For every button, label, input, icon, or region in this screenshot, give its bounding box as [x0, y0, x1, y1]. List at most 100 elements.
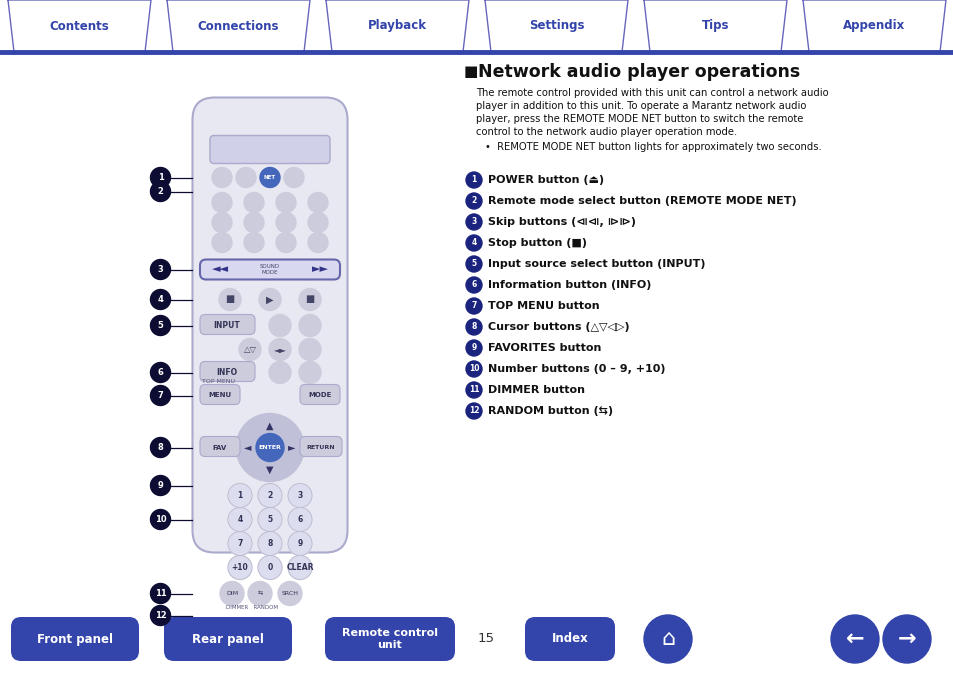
Circle shape	[284, 168, 304, 188]
Text: SRCH: SRCH	[281, 591, 298, 596]
Text: 4: 4	[471, 238, 476, 248]
Circle shape	[465, 256, 481, 272]
Circle shape	[269, 339, 291, 361]
Text: Remote mode select button (REMOTE MODE NET): Remote mode select button (REMOTE MODE N…	[488, 196, 796, 206]
Text: +10: +10	[232, 563, 248, 572]
Text: ▶: ▶	[266, 295, 274, 304]
Circle shape	[257, 507, 282, 532]
Circle shape	[275, 232, 295, 252]
Text: Contents: Contents	[50, 20, 110, 32]
Polygon shape	[484, 0, 627, 52]
Text: ◄: ◄	[244, 443, 252, 452]
Circle shape	[257, 555, 282, 579]
Circle shape	[257, 483, 282, 507]
Text: 6: 6	[297, 515, 302, 524]
Text: Front panel: Front panel	[37, 633, 112, 645]
FancyBboxPatch shape	[200, 361, 254, 382]
Text: 8: 8	[267, 539, 273, 548]
Circle shape	[288, 483, 312, 507]
Circle shape	[235, 413, 304, 481]
Text: FAVORITES button: FAVORITES button	[488, 343, 600, 353]
Circle shape	[465, 361, 481, 377]
Circle shape	[228, 555, 252, 579]
Circle shape	[212, 232, 232, 252]
Circle shape	[255, 433, 284, 462]
Circle shape	[465, 403, 481, 419]
Text: ▲: ▲	[266, 421, 274, 431]
FancyBboxPatch shape	[524, 617, 615, 661]
Text: Skip buttons (⧏⧏, ⧐⧐): Skip buttons (⧏⧏, ⧐⧐)	[488, 217, 636, 227]
Circle shape	[244, 213, 264, 232]
Circle shape	[151, 168, 171, 188]
Text: 8: 8	[471, 322, 476, 332]
Circle shape	[298, 339, 320, 361]
FancyBboxPatch shape	[11, 617, 139, 661]
Circle shape	[465, 214, 481, 230]
Circle shape	[151, 606, 171, 625]
Circle shape	[269, 361, 291, 384]
Text: 10: 10	[468, 365, 478, 374]
FancyBboxPatch shape	[325, 617, 455, 661]
Text: Information button (INFO): Information button (INFO)	[488, 280, 651, 290]
Circle shape	[288, 507, 312, 532]
Circle shape	[212, 213, 232, 232]
Text: 3: 3	[297, 491, 302, 500]
Text: 5: 5	[471, 260, 476, 269]
Text: 7: 7	[157, 391, 163, 400]
Text: 3: 3	[157, 265, 163, 274]
Text: ←: ←	[844, 629, 863, 649]
Text: NET: NET	[264, 175, 275, 180]
Text: INPUT: INPUT	[213, 321, 240, 330]
Polygon shape	[802, 0, 945, 52]
FancyBboxPatch shape	[200, 260, 339, 279]
Circle shape	[465, 193, 481, 209]
Circle shape	[151, 316, 171, 336]
Text: Cursor buttons (△▽◁▷): Cursor buttons (△▽◁▷)	[488, 322, 629, 332]
Text: DIM: DIM	[226, 591, 238, 596]
Circle shape	[465, 172, 481, 188]
Text: 0: 0	[267, 563, 273, 572]
Circle shape	[465, 277, 481, 293]
Circle shape	[151, 386, 171, 406]
Polygon shape	[167, 0, 310, 52]
Text: POWER button (⏏): POWER button (⏏)	[488, 175, 603, 185]
Text: 11: 11	[468, 386, 478, 394]
Text: ►: ►	[288, 443, 295, 452]
Polygon shape	[8, 0, 151, 52]
Circle shape	[228, 532, 252, 555]
Text: 9: 9	[297, 539, 302, 548]
Text: 6: 6	[157, 368, 163, 377]
Circle shape	[465, 319, 481, 335]
Text: ■: ■	[225, 295, 234, 304]
Circle shape	[260, 168, 280, 188]
Text: TOP MENU button: TOP MENU button	[488, 301, 599, 311]
Text: DIMMER   RANDOM: DIMMER RANDOM	[226, 605, 277, 610]
Circle shape	[298, 314, 320, 336]
Text: RETURN: RETURN	[306, 445, 335, 450]
FancyBboxPatch shape	[299, 384, 339, 404]
Circle shape	[244, 232, 264, 252]
Text: →: →	[897, 629, 915, 649]
Text: Appendix: Appendix	[842, 20, 904, 32]
Circle shape	[308, 232, 328, 252]
Circle shape	[288, 555, 312, 579]
Text: MENU: MENU	[208, 392, 232, 398]
Text: 12: 12	[468, 406, 478, 415]
Circle shape	[643, 615, 691, 663]
Text: Playback: Playback	[368, 20, 427, 32]
Text: player, press the REMOTE MODE NET button to switch the remote: player, press the REMOTE MODE NET button…	[476, 114, 802, 124]
Circle shape	[277, 581, 302, 606]
Text: ◄►: ◄►	[274, 345, 286, 354]
FancyBboxPatch shape	[200, 437, 240, 456]
Circle shape	[151, 182, 171, 201]
Circle shape	[228, 483, 252, 507]
Circle shape	[151, 289, 171, 310]
Text: 1: 1	[471, 176, 476, 184]
Text: Stop button (■): Stop button (■)	[488, 238, 586, 248]
Circle shape	[212, 168, 232, 188]
Text: 2: 2	[471, 197, 476, 205]
Text: player in addition to this unit. To operate a Marantz network audio: player in addition to this unit. To oper…	[476, 101, 805, 111]
Text: ►►: ►►	[312, 264, 328, 275]
Circle shape	[151, 260, 171, 279]
Text: 5: 5	[157, 321, 163, 330]
